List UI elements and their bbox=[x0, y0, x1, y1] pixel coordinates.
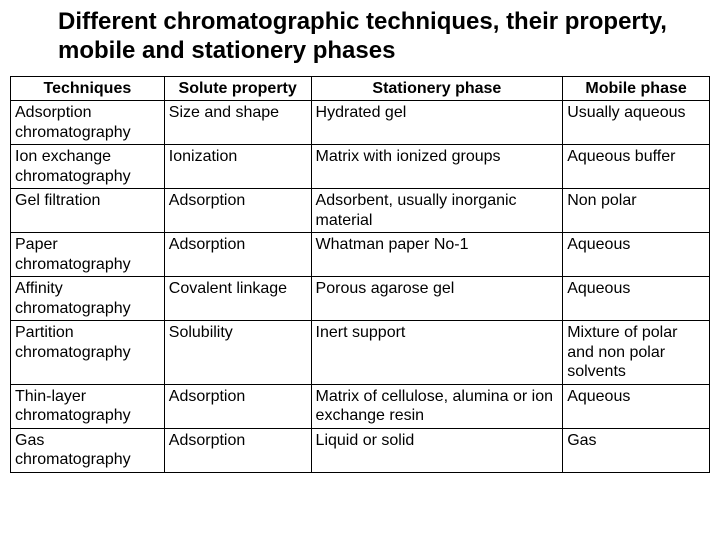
cell-mobile: Mixture of polar and non polar solvents bbox=[563, 321, 710, 385]
table-row: Gel filtration Adsorption Adsorbent, usu… bbox=[11, 189, 710, 233]
col-header-solute-property: Solute property bbox=[164, 76, 311, 101]
cell-mobile: Aqueous buffer bbox=[563, 145, 710, 189]
cell-technique: Adsorption chromatography bbox=[11, 101, 165, 145]
cell-technique: Gel filtration bbox=[11, 189, 165, 233]
col-header-stationery-phase: Stationery phase bbox=[311, 76, 563, 101]
cell-mobile: Aqueous bbox=[563, 277, 710, 321]
cell-stationery: Adsorbent, usually inorganic material bbox=[311, 189, 563, 233]
table-row: Paper chromatography Adsorption Whatman … bbox=[11, 233, 710, 277]
cell-solute: Size and shape bbox=[164, 101, 311, 145]
cell-stationery: Inert support bbox=[311, 321, 563, 385]
cell-technique: Gas chromatography bbox=[11, 428, 165, 472]
cell-mobile: Gas bbox=[563, 428, 710, 472]
cell-mobile: Non polar bbox=[563, 189, 710, 233]
table-row: Ion exchange chromatography Ionization M… bbox=[11, 145, 710, 189]
cell-stationery: Matrix of cellulose, alumina or ion exch… bbox=[311, 384, 563, 428]
table-header-row: Techniques Solute property Stationery ph… bbox=[11, 76, 710, 101]
cell-technique: Affinity chromatography bbox=[11, 277, 165, 321]
cell-solute: Covalent linkage bbox=[164, 277, 311, 321]
cell-mobile: Aqueous bbox=[563, 233, 710, 277]
page-title: Different chromatographic techniques, th… bbox=[58, 8, 710, 66]
table-row: Thin-layer chromatography Adsorption Mat… bbox=[11, 384, 710, 428]
cell-stationery: Liquid or solid bbox=[311, 428, 563, 472]
cell-solute: Ionization bbox=[164, 145, 311, 189]
cell-stationery: Whatman paper No-1 bbox=[311, 233, 563, 277]
cell-technique: Paper chromatography bbox=[11, 233, 165, 277]
cell-solute: Adsorption bbox=[164, 233, 311, 277]
col-header-mobile-phase: Mobile phase bbox=[563, 76, 710, 101]
cell-solute: Adsorption bbox=[164, 428, 311, 472]
cell-solute: Adsorption bbox=[164, 384, 311, 428]
cell-solute: Solubility bbox=[164, 321, 311, 385]
table-row: Adsorption chromatography Size and shape… bbox=[11, 101, 710, 145]
cell-technique: Partition chromatography bbox=[11, 321, 165, 385]
cell-solute: Adsorption bbox=[164, 189, 311, 233]
cell-stationery: Matrix with ionized groups bbox=[311, 145, 563, 189]
cell-stationery: Porous agarose gel bbox=[311, 277, 563, 321]
cell-stationery: Hydrated gel bbox=[311, 101, 563, 145]
cell-mobile: Usually aqueous bbox=[563, 101, 710, 145]
table-row: Affinity chromatography Covalent linkage… bbox=[11, 277, 710, 321]
cell-technique: Thin-layer chromatography bbox=[11, 384, 165, 428]
cell-technique: Ion exchange chromatography bbox=[11, 145, 165, 189]
table-row: Gas chromatography Adsorption Liquid or … bbox=[11, 428, 710, 472]
table-row: Partition chromatography Solubility Iner… bbox=[11, 321, 710, 385]
col-header-techniques: Techniques bbox=[11, 76, 165, 101]
cell-mobile: Aqueous bbox=[563, 384, 710, 428]
chromatography-table: Techniques Solute property Stationery ph… bbox=[10, 76, 710, 473]
